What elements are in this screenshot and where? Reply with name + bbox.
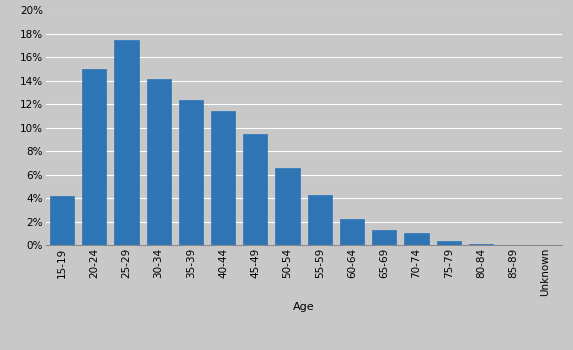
- X-axis label: Age: Age: [293, 302, 315, 312]
- Bar: [115, 40, 139, 245]
- Bar: [147, 78, 171, 245]
- Bar: [340, 219, 364, 245]
- Bar: [405, 233, 429, 245]
- Bar: [50, 196, 74, 245]
- Bar: [179, 100, 203, 245]
- Bar: [82, 69, 106, 245]
- Bar: [211, 111, 235, 245]
- Bar: [469, 244, 493, 245]
- Bar: [437, 241, 461, 245]
- Bar: [372, 230, 397, 245]
- Bar: [276, 168, 300, 245]
- Bar: [308, 195, 332, 245]
- Bar: [244, 134, 268, 245]
